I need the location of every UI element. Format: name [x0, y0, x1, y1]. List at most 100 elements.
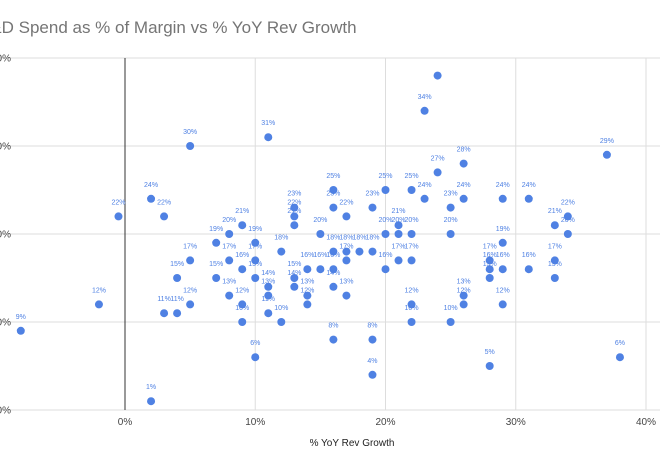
- data-label: 17%: [548, 243, 562, 250]
- data-point: [173, 274, 182, 282]
- data-point: [290, 212, 299, 221]
- x-tick-label: 10%: [245, 417, 265, 428]
- data-point: [290, 203, 299, 212]
- data-point: [225, 291, 234, 300]
- data-point: [524, 265, 533, 274]
- data-point: [381, 230, 390, 238]
- data-label: 12%: [92, 287, 106, 294]
- data-label: 24%: [522, 182, 536, 189]
- data-point: [446, 203, 455, 212]
- data-label: 18%: [365, 235, 379, 242]
- data-label: 21%: [392, 208, 406, 215]
- data-point: [186, 256, 195, 265]
- data-label: 18%: [274, 235, 288, 242]
- data-label: 4%: [367, 358, 377, 365]
- data-label: 18%: [339, 235, 353, 242]
- x-tick-label: 40%: [636, 417, 656, 428]
- data-point: [394, 256, 403, 265]
- data-point: [563, 212, 572, 221]
- data-point: [264, 282, 273, 291]
- data-point: [394, 221, 403, 230]
- data-label: 20%: [378, 217, 392, 224]
- data-label: 6%: [250, 340, 260, 347]
- data-label: 24%: [144, 182, 158, 189]
- data-label: 19%: [248, 226, 262, 233]
- data-point: [160, 309, 169, 318]
- data-point: [342, 212, 351, 221]
- data-point: [94, 300, 103, 309]
- data-label: 10%: [444, 305, 458, 312]
- data-labels: 9%12%22%1%24%22%11% 11%15%30%17%12%19%15%…: [16, 94, 625, 391]
- data-point: [264, 309, 273, 318]
- data-label: 21%: [287, 208, 301, 215]
- data-point: [160, 212, 169, 221]
- data-label: 22%: [561, 199, 575, 206]
- data-point: [342, 291, 351, 300]
- data-label: 19%: [209, 226, 223, 233]
- data-label: 23%: [365, 191, 379, 198]
- data-point: [485, 362, 494, 370]
- data-label: 15%: [483, 261, 497, 268]
- data-point: [550, 274, 559, 282]
- data-point: [355, 247, 364, 256]
- data-label: 16%: [326, 252, 340, 259]
- data-point: [290, 274, 299, 282]
- data-point: [264, 133, 273, 142]
- data-label: 14%: [287, 270, 301, 277]
- data-label: 8%: [367, 323, 377, 330]
- data-label: 11%: [157, 296, 171, 303]
- data-point: [498, 194, 507, 203]
- data-label: 16%: [522, 252, 536, 259]
- data-point: [368, 247, 377, 256]
- data-point: [225, 256, 234, 265]
- data-label: 15%: [548, 261, 562, 268]
- x-tick-label: 0%: [118, 417, 133, 428]
- data-point: [238, 300, 247, 309]
- data-point: [329, 203, 338, 212]
- data-label: 16%: [300, 252, 314, 259]
- data-label: 34%: [418, 94, 432, 101]
- data-point: [459, 159, 468, 168]
- data-label: 12%: [300, 287, 314, 294]
- data-point: [290, 282, 299, 291]
- data-point: [225, 230, 234, 238]
- data-point: [498, 300, 507, 309]
- y-tick-label: 0%: [0, 406, 11, 417]
- data-label: 25%: [326, 173, 340, 180]
- data-point: [303, 300, 312, 309]
- x-axis-label: % YoY Rev Growth: [310, 438, 395, 449]
- y-tick-label: 30%: [0, 142, 11, 153]
- data-point: [368, 203, 377, 212]
- data-label: 25%: [378, 173, 392, 180]
- data-point: [498, 265, 507, 274]
- data-label: 13%: [300, 279, 314, 286]
- data-point: [407, 230, 416, 238]
- data-point: [446, 318, 455, 326]
- data-point: [420, 194, 429, 203]
- data-point: [485, 265, 494, 274]
- data-point: [459, 194, 468, 203]
- data-label: 23%: [326, 191, 340, 198]
- data-point: [368, 335, 377, 344]
- data-point: [563, 230, 572, 238]
- data-label: 18%: [352, 235, 366, 242]
- data-label: 12%: [457, 287, 471, 294]
- data-label: 20%: [561, 217, 575, 224]
- data-label: 13%: [222, 279, 236, 286]
- data-point: [433, 168, 442, 177]
- data-label: 22%: [339, 199, 353, 206]
- data-point: [420, 106, 429, 115]
- data-label: 12%: [405, 287, 419, 294]
- data-label: 16%: [235, 252, 249, 259]
- data-label: 8%: [328, 323, 338, 330]
- data-label: 17%: [339, 243, 353, 250]
- data-label: 17%: [405, 243, 419, 250]
- data-label: 28%: [457, 147, 471, 154]
- data-label: 20%: [392, 217, 406, 224]
- data-label: 24%: [496, 182, 510, 189]
- data-label: 11%: [170, 296, 184, 303]
- data-label: 16%: [483, 252, 497, 259]
- data-point: [277, 247, 286, 256]
- data-label: 22%: [111, 199, 125, 206]
- data-label: 31%: [261, 120, 275, 127]
